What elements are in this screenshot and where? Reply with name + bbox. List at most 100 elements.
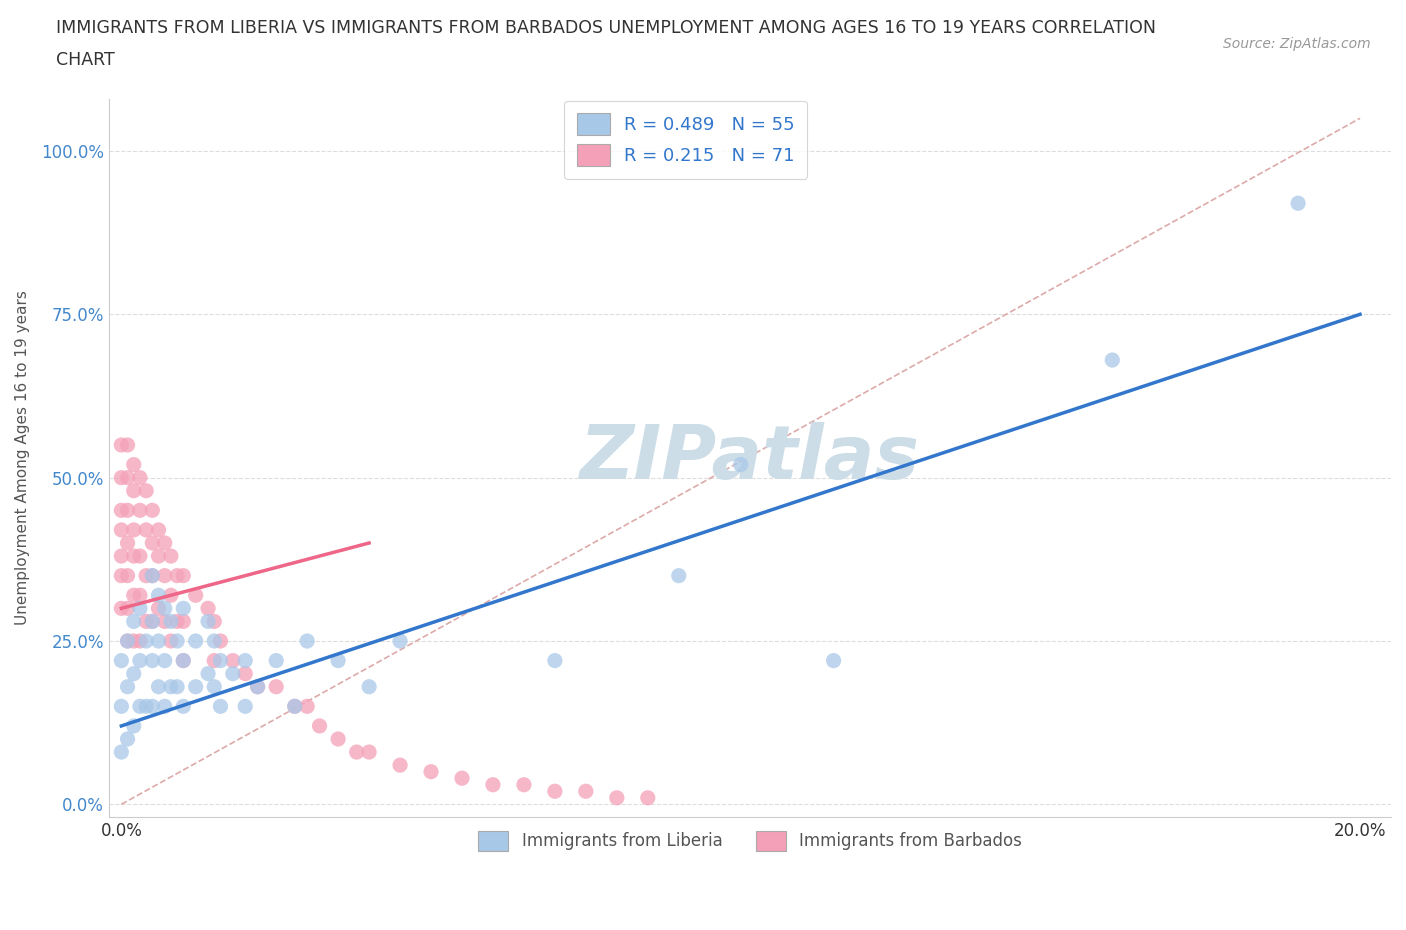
Point xyxy=(122,484,145,498)
Point xyxy=(135,568,157,583)
Point xyxy=(451,771,474,786)
Point xyxy=(160,588,183,603)
Point xyxy=(197,614,219,629)
Point xyxy=(166,633,188,648)
Point xyxy=(129,471,152,485)
Point xyxy=(141,568,163,583)
Point xyxy=(482,777,505,792)
Point xyxy=(117,679,139,694)
Point xyxy=(122,633,145,648)
Point xyxy=(122,588,145,603)
Point xyxy=(122,719,145,734)
Point xyxy=(172,568,194,583)
Point xyxy=(110,698,132,713)
Point xyxy=(389,633,412,648)
Point xyxy=(246,679,269,694)
Point xyxy=(122,549,145,564)
Point xyxy=(359,745,381,760)
Point xyxy=(148,549,170,564)
Point xyxy=(197,666,219,681)
Point xyxy=(166,568,188,583)
Point xyxy=(166,679,188,694)
Point xyxy=(129,653,152,668)
Point xyxy=(202,633,225,648)
Point xyxy=(153,614,176,629)
Point xyxy=(148,523,170,538)
Point xyxy=(117,536,139,551)
Point xyxy=(141,653,163,668)
Point xyxy=(122,523,145,538)
Point xyxy=(117,471,139,485)
Point xyxy=(153,601,176,616)
Point xyxy=(172,614,194,629)
Point xyxy=(110,568,132,583)
Point xyxy=(141,614,163,629)
Point xyxy=(160,614,183,629)
Point xyxy=(823,653,845,668)
Point xyxy=(184,633,207,648)
Point xyxy=(117,503,139,518)
Point xyxy=(575,784,598,799)
Point xyxy=(209,633,232,648)
Point xyxy=(153,536,176,551)
Point xyxy=(148,588,170,603)
Point xyxy=(129,633,152,648)
Point xyxy=(172,653,194,668)
Point xyxy=(209,653,232,668)
Point xyxy=(153,653,176,668)
Point xyxy=(284,698,307,713)
Point xyxy=(222,653,245,668)
Point xyxy=(202,653,225,668)
Point xyxy=(326,732,349,747)
Point xyxy=(166,614,188,629)
Y-axis label: Unemployment Among Ages 16 to 19 years: Unemployment Among Ages 16 to 19 years xyxy=(15,290,30,626)
Point xyxy=(141,698,163,713)
Point xyxy=(668,568,690,583)
Point xyxy=(135,698,157,713)
Point xyxy=(184,679,207,694)
Point xyxy=(1286,196,1309,211)
Legend: Immigrants from Liberia, Immigrants from Barbados: Immigrants from Liberia, Immigrants from… xyxy=(470,822,1031,859)
Point xyxy=(153,698,176,713)
Text: CHART: CHART xyxy=(56,51,115,69)
Point xyxy=(129,698,152,713)
Point xyxy=(148,601,170,616)
Point xyxy=(606,790,628,805)
Text: ZIPatlas: ZIPatlas xyxy=(581,421,920,495)
Point xyxy=(110,653,132,668)
Point xyxy=(141,503,163,518)
Point xyxy=(359,679,381,694)
Point xyxy=(544,653,567,668)
Point xyxy=(544,784,567,799)
Point xyxy=(110,437,132,452)
Point xyxy=(135,484,157,498)
Point xyxy=(233,653,256,668)
Point xyxy=(141,536,163,551)
Point xyxy=(148,679,170,694)
Point xyxy=(135,614,157,629)
Point xyxy=(326,653,349,668)
Point xyxy=(117,633,139,648)
Point xyxy=(202,679,225,694)
Text: IMMIGRANTS FROM LIBERIA VS IMMIGRANTS FROM BARBADOS UNEMPLOYMENT AMONG AGES 16 T: IMMIGRANTS FROM LIBERIA VS IMMIGRANTS FR… xyxy=(56,19,1156,36)
Point xyxy=(233,666,256,681)
Point xyxy=(308,719,330,734)
Point xyxy=(117,633,139,648)
Point xyxy=(222,666,245,681)
Point xyxy=(295,633,318,648)
Point xyxy=(172,601,194,616)
Point xyxy=(184,588,207,603)
Point xyxy=(637,790,659,805)
Point xyxy=(246,679,269,694)
Point xyxy=(233,698,256,713)
Point xyxy=(264,679,287,694)
Point xyxy=(284,698,307,713)
Point xyxy=(110,549,132,564)
Point xyxy=(730,458,752,472)
Point xyxy=(209,698,232,713)
Point xyxy=(389,758,412,773)
Point xyxy=(117,437,139,452)
Point xyxy=(264,653,287,668)
Point xyxy=(129,549,152,564)
Point xyxy=(160,549,183,564)
